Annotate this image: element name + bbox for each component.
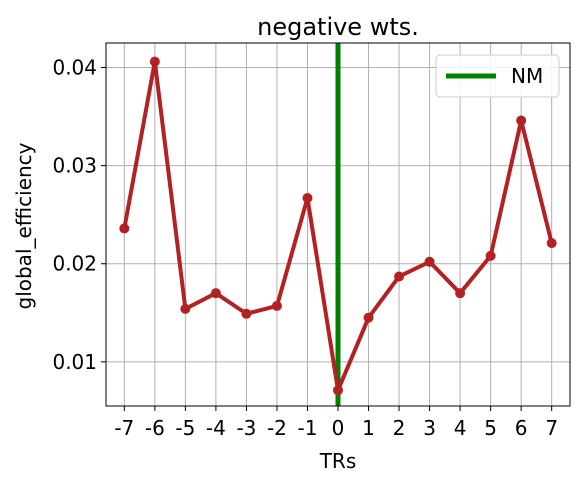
data-point — [119, 223, 129, 233]
y-axis-ticks: 0.01 0.02 0.03 0.04 — [52, 56, 106, 374]
data-point — [272, 301, 282, 311]
x-axis-ticks: -7 -6 -5 -4 -3 -2 -1 0 1 2 3 4 5 6 7 — [114, 406, 558, 440]
x-tick-label: 3 — [423, 416, 436, 440]
x-tick-label: 4 — [454, 416, 467, 440]
x-tick-label: 2 — [393, 416, 406, 440]
x-tick-label: -2 — [267, 416, 287, 440]
data-point — [364, 313, 374, 323]
data-point — [302, 193, 312, 203]
x-tick-label: -7 — [114, 416, 134, 440]
legend-label: NM — [511, 64, 543, 88]
x-tick-label: -5 — [175, 416, 195, 440]
x-tick-label: -4 — [206, 416, 226, 440]
x-axis-label: TRs — [319, 449, 357, 473]
data-point — [516, 116, 526, 126]
data-point — [241, 309, 251, 319]
x-tick-label: 1 — [362, 416, 375, 440]
y-axis-label: global_efficiency — [12, 142, 36, 309]
data-point — [211, 288, 221, 298]
legend: NM — [436, 55, 559, 97]
y-tick-label: 0.01 — [52, 350, 97, 374]
y-tick-label: 0.03 — [52, 154, 97, 178]
data-point — [333, 385, 343, 395]
x-tick-label: -1 — [297, 416, 317, 440]
y-tick-label: 0.02 — [52, 252, 97, 276]
x-tick-label: 7 — [545, 416, 558, 440]
data-point — [486, 251, 496, 261]
data-point — [394, 271, 404, 281]
chart-title: negative wts. — [257, 13, 419, 41]
x-tick-label: 6 — [515, 416, 528, 440]
data-point — [455, 288, 465, 298]
x-tick-label: -3 — [236, 416, 256, 440]
x-tick-label: -6 — [145, 416, 165, 440]
y-tick-label: 0.04 — [52, 56, 97, 80]
x-tick-label: 5 — [484, 416, 497, 440]
data-point — [180, 304, 190, 314]
data-point — [547, 238, 557, 248]
data-point — [150, 57, 160, 67]
data-point — [425, 257, 435, 267]
x-tick-label: 0 — [332, 416, 345, 440]
